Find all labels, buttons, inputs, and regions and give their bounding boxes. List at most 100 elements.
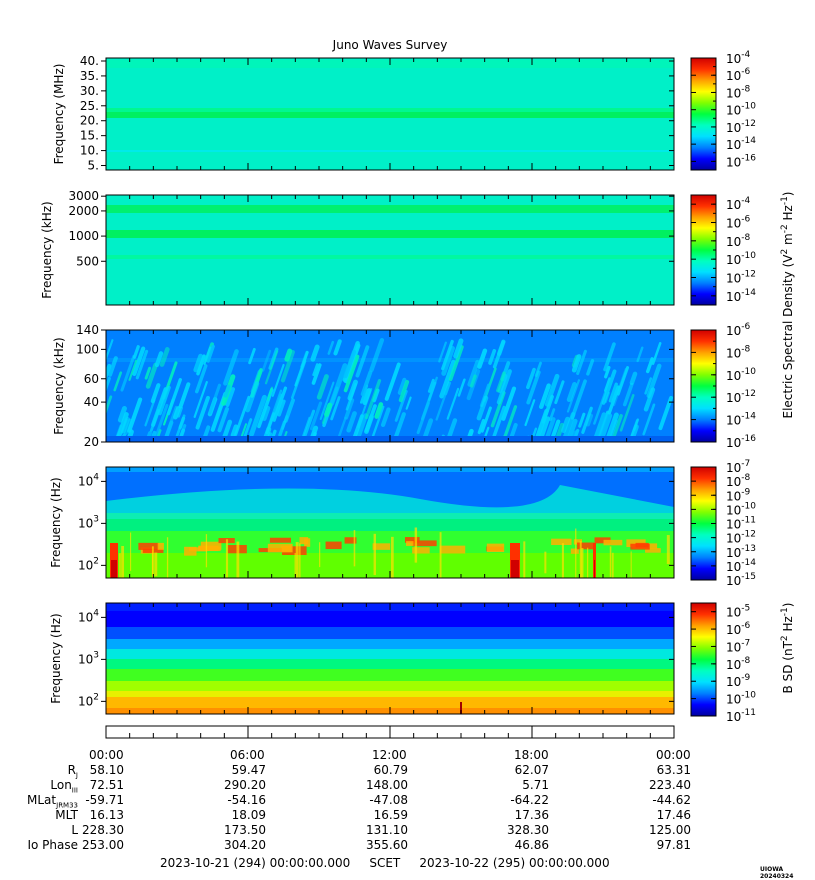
ephemeris-value: -64.22	[510, 793, 549, 807]
colorbar-tick-label: 10-14	[726, 136, 756, 152]
ephemeris-value: 304.20	[224, 838, 266, 852]
colorbar-tick-label: 10-9	[726, 487, 751, 503]
colorbar-tick-label: 10-14	[726, 558, 756, 574]
ephemeris-value: 58.10	[89, 763, 124, 777]
y-tick-label: 30.	[80, 84, 99, 98]
colorbar-tick-label: 10-8	[726, 656, 751, 672]
ephemeris-value: 16.13	[89, 808, 124, 822]
ephemeris-value: 97.81	[656, 838, 691, 852]
colorbar-tick-label: 10-4	[726, 196, 751, 212]
colorbar-tick-label: 10-8	[726, 233, 751, 249]
ephemeris-value: 253.00	[82, 838, 124, 852]
y-tick-label: 40.	[80, 54, 99, 68]
spectrogram-lfr-e-hz	[106, 467, 674, 578]
colorbar-tick-label: 10-8	[726, 344, 751, 360]
ephemeris-label: LonIII	[50, 778, 78, 795]
colorbar-tick-label: 10-12	[726, 270, 756, 286]
y-axis-label: Frequency (Hz)	[49, 477, 63, 568]
ephemeris-row: MLT 16.13 18.09 16.59 17.36 17.46	[0, 808, 700, 823]
spectrogram-lf-khz	[106, 330, 674, 442]
colorbar-tick-label: 10-10	[726, 102, 756, 118]
time-tick-label: 00:00	[656, 748, 691, 762]
ephemeris-row: LonIII 72.51 290.20 148.00 5.71 223.40	[0, 778, 700, 794]
ephemeris-value: 60.79	[373, 763, 408, 777]
colorbar-tick-label: 10-7	[726, 638, 750, 654]
colorbar-tick-label: 10-10	[726, 251, 756, 267]
y-tick-label: 103	[78, 650, 99, 666]
y-tick-label: 25.	[80, 99, 99, 113]
ephemeris-value: 16.59	[373, 808, 408, 822]
ephemeris-value: -44.62	[652, 793, 691, 807]
ephemeris-label: MLT	[55, 808, 78, 822]
colorbar-tick-label: 10-4	[726, 50, 751, 66]
y-tick-label: 20	[84, 435, 99, 449]
ephemeris-label: RJ	[67, 763, 78, 780]
scet-end: 2023-10-22 (295) 00:00:00.000	[419, 856, 610, 870]
colorbar-lf-khz: 10-6 10-8 10-10 10-12 10-14 10-16	[690, 322, 756, 450]
uiowa-stamp: UIOWA 20240324	[760, 866, 794, 880]
colorbar-tick-label: 10-12	[726, 119, 756, 135]
y-axis-label: Frequency (Hz)	[49, 613, 63, 704]
colorbar-lfr-e-hz: 10-710-810-910-1010-1110-1210-1310-1410-…	[690, 459, 756, 588]
colorbar-tick-label: 10-12	[726, 530, 756, 546]
time-tick-row: 00:00 06:00 12:00 18:00 00:00	[0, 748, 700, 763]
colorbar-tick-label: 10-6	[726, 67, 751, 83]
colorbar-tick-label: 10-5	[726, 604, 750, 620]
ephemeris-value: 228.30	[82, 823, 124, 837]
ephemeris-value: 72.51	[89, 778, 124, 792]
y-tick-label: 100	[76, 342, 99, 356]
ephemeris-value: 18.09	[231, 808, 266, 822]
time-tick-label: 06:00	[230, 748, 265, 762]
colorbar-tick-label: 10-10	[726, 501, 756, 517]
colorbar-tick-label: 10-11	[726, 708, 756, 724]
time-tick-label: 00:00	[89, 748, 124, 762]
ephemeris-row: RJ 58.10 59.47 60.79 62.07 63.31	[0, 763, 700, 779]
y-tick-label: 40	[84, 395, 99, 409]
colorbar-tick-label: 10-14	[726, 412, 756, 428]
y-tick-label: 20.	[80, 114, 99, 128]
ephemeris-row: L 228.30 173.50 131.10 328.30 125.00	[0, 823, 700, 838]
colorbar-tick-label: 10-8	[726, 84, 751, 100]
ephemeris-value: -54.16	[227, 793, 266, 807]
y-axis-label: Frequency (kHz)	[52, 337, 66, 434]
y-tick-label: 5.	[88, 159, 99, 173]
time-tick-label: 18:00	[514, 748, 549, 762]
ephemeris-label: L	[71, 823, 78, 837]
y-tick-label: 10.	[80, 144, 99, 158]
colorbar-tick-label: 10-10	[726, 691, 756, 707]
ephemeris-row: MLatJRM33 -59.71 -54.16 -47.08 -64.22 -44.62	[0, 793, 700, 809]
ephemeris-value: 62.07	[514, 763, 549, 777]
colorbar-tick-label: 10-8	[726, 473, 751, 489]
spectrogram-hf-khz	[106, 195, 674, 305]
colorbar-tick-label: 10-13	[726, 544, 756, 560]
ephemeris-label: MLatJRM33	[27, 793, 78, 810]
colorbar-tick-label: 10-12	[726, 389, 756, 405]
ephemeris-value: 290.20	[224, 778, 266, 792]
y-tick-label: 15.	[80, 129, 99, 143]
scet-label: SCET	[369, 856, 401, 870]
electric-colorbar-title: Electric Spectral Density (V2 m-2 Hz-1)	[780, 191, 795, 418]
ephemeris-value: 148.00	[366, 778, 408, 792]
colorbar-hf-khz: 10-4 10-6 10-8 10-10 10-12 10-14	[690, 194, 756, 306]
panel-hfwbr-mhz: 5.10.15.20.25.30.35.40. Frequency (MHz)	[52, 54, 675, 173]
scet-start: 2023-10-21 (294) 00:00:00.000	[160, 856, 351, 870]
colorbar-tick-label: 10-10	[726, 367, 756, 383]
ephemeris-value: 17.46	[656, 808, 691, 822]
y-tick-label: 102	[78, 692, 99, 708]
spectrogram-hfwbr-mhz	[106, 58, 674, 170]
y-tick-label: 500	[76, 254, 99, 268]
y-tick-label: 102	[78, 556, 99, 572]
time-tick-label: 12:00	[372, 748, 407, 762]
y-tick-label: 103	[78, 514, 99, 530]
ephemeris-table: 00:00 06:00 12:00 18:00 00:00 RJ 58.10 59.…	[0, 748, 700, 858]
colorbar-tick-label: 10-14	[726, 288, 756, 304]
colorbar-tick-label: 10-7	[726, 459, 750, 475]
scet-caption: 2023-10-21 (294) 00:00:00.000 SCET 2023-…	[160, 856, 610, 870]
y-tick-label: 35.	[80, 69, 99, 83]
colorbar-tick-label: 10-15	[726, 572, 756, 588]
y-tick-label: 104	[78, 608, 99, 624]
ephemeris-value: 17.36	[514, 808, 549, 822]
panel-lf-khz: 140 100 60 40 20 Frequency (kHz)	[52, 323, 675, 449]
